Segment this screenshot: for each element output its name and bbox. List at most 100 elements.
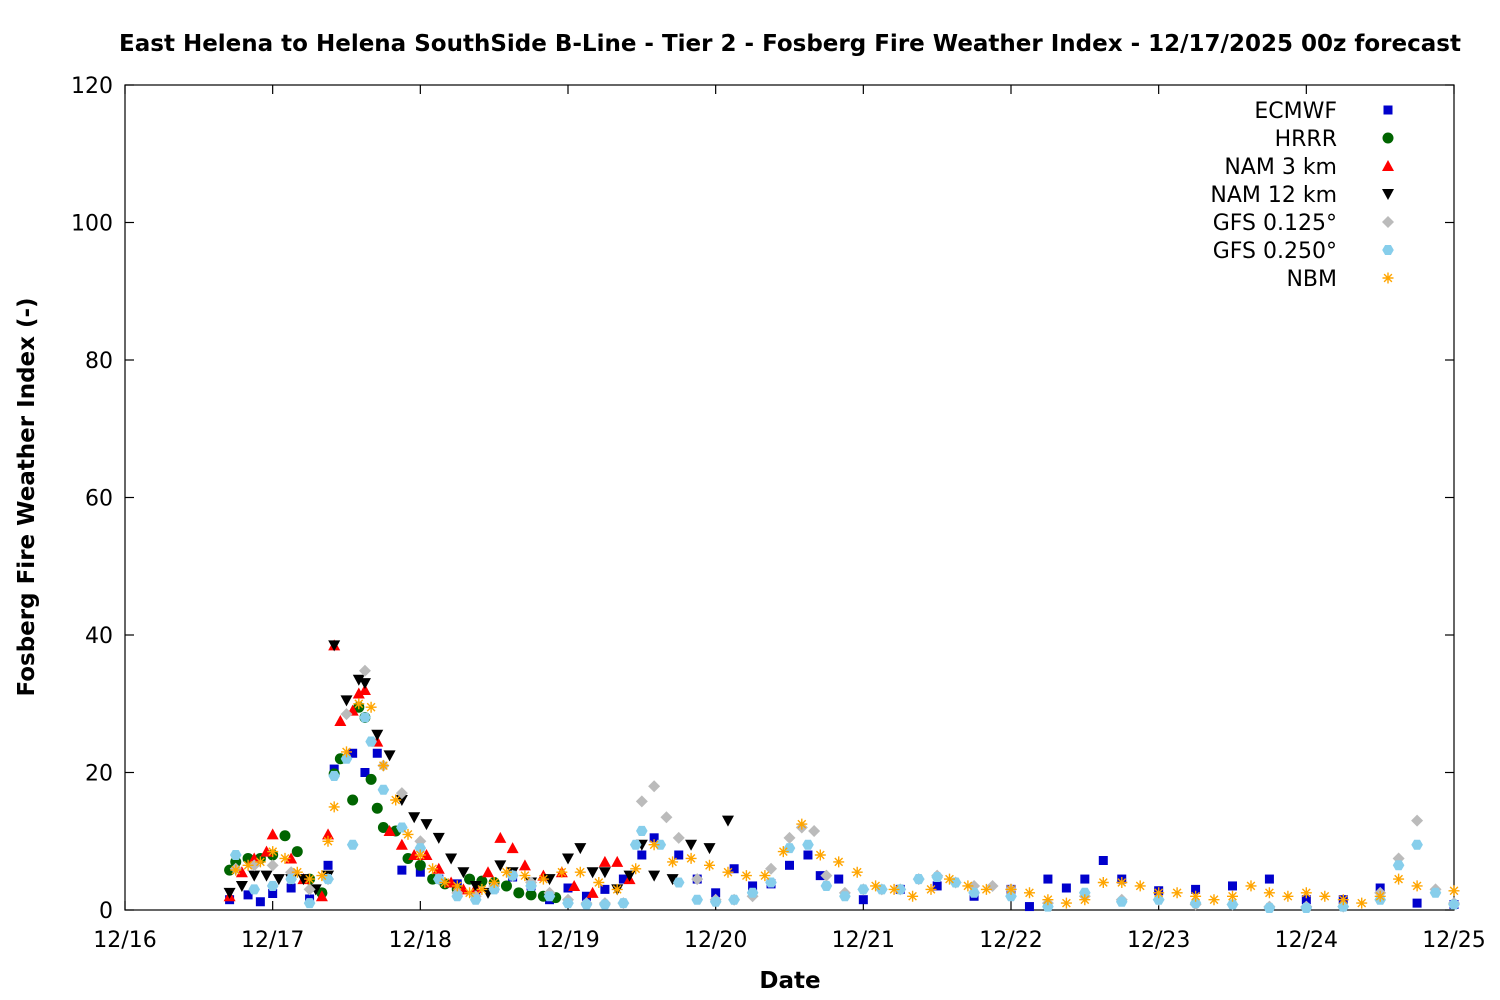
data-point-ecmwf [649, 833, 659, 843]
data-point-gfs-0-250 [433, 874, 445, 885]
data-point-nbm [1411, 880, 1423, 892]
y-axis-label: Fosberg Fire Weather Index (-) [14, 297, 40, 696]
data-point-gfs-0-250 [525, 880, 537, 891]
axis-ticks [124, 84, 1455, 911]
data-point-ecmwf [372, 748, 382, 758]
x-axis-label: Date [759, 968, 820, 994]
data-point-gfs-0-125 [986, 879, 999, 892]
data-point-gfs-0-250 [1079, 887, 1091, 898]
data-point-ecmwf [785, 860, 794, 870]
data-point-gfs-0-250 [229, 850, 242, 860]
data-point-gfs-0-250 [1152, 894, 1165, 905]
data-point-gfs-0-125 [266, 859, 279, 872]
data-point-nam-12-km [703, 843, 716, 855]
data-point-nam-12-km [445, 853, 458, 865]
data-point-gfs-0-250 [765, 877, 777, 888]
data-point-nbm [1337, 894, 1349, 906]
data-point-gfs-0-250 [931, 872, 943, 882]
data-point-gfs-0-250 [1226, 899, 1239, 910]
data-point-nbm [1282, 890, 1294, 902]
data-point-gfs-0-250 [322, 874, 334, 885]
data-point-nam-12-km [260, 870, 273, 882]
data-point-hrrr [377, 822, 389, 833]
data-point-nbm [1208, 894, 1220, 906]
data-point-ecmwf [600, 884, 610, 894]
data-point-ecmwf [323, 860, 333, 870]
x-tick-label: 12/21 [832, 928, 895, 953]
data-point-gfs-0-125 [691, 873, 704, 886]
data-point-gfs-0-250 [359, 712, 371, 723]
data-point-nbm [304, 873, 316, 885]
series-gfs-0-125 [229, 664, 1460, 913]
data-point-hrrr [500, 880, 512, 892]
data-point-gfs-0-250 [1392, 860, 1405, 871]
data-point-gfs-0-125 [660, 811, 673, 824]
data-point-nbm [888, 883, 900, 895]
data-point-gfs-0-250 [303, 898, 316, 909]
data-point-nbm [796, 818, 808, 830]
data-point-hrrr [371, 802, 383, 814]
legend-marker [1383, 105, 1393, 115]
data-point-nam-12-km [432, 832, 445, 844]
y-tick-label: 100 [71, 212, 113, 237]
x-tick-label: 12/19 [536, 928, 599, 953]
data-point-gfs-0-250 [912, 874, 925, 885]
x-tick-label: 12/22 [979, 928, 1042, 953]
plot-area-frame [124, 84, 1455, 911]
data-point-nam-12-km [223, 887, 236, 899]
data-point-nbm [316, 870, 328, 882]
data-point-gfs-0-250 [248, 884, 260, 895]
data-point-gfs-0-250 [488, 884, 500, 895]
chart-title: East Helena to Helena SouthSide B-Line -… [119, 31, 1461, 57]
legend-entry-label: ECMWF [1254, 99, 1337, 124]
x-tick-label: 12/23 [1127, 928, 1190, 953]
data-point-gfs-0-250 [876, 884, 888, 895]
data-point-gfs-0-250 [1005, 891, 1017, 902]
data-point-gfs-0-250 [709, 896, 722, 907]
data-point-gfs-0-250 [968, 887, 980, 898]
data-point-ecmwf [415, 867, 425, 877]
data-point-nbm [242, 859, 254, 871]
data-point-nam-3-km [248, 852, 261, 864]
data-point-gfs-0-250 [746, 887, 759, 898]
data-point-gfs-0-250 [1189, 898, 1202, 909]
legend-entry-label: NAM 12 km [1210, 183, 1337, 208]
data-point-nbm [611, 883, 623, 895]
data-point-nbm [907, 890, 919, 902]
x-tick-label: 12/24 [1275, 928, 1338, 953]
legend-marker [1382, 189, 1394, 200]
data-point-nam-3-km [352, 687, 365, 699]
data-point-nam-3-km [506, 842, 519, 854]
data-point-nbm [1190, 890, 1202, 902]
data-point-nam-12-km [371, 729, 384, 741]
data-point-nbm [1300, 887, 1312, 899]
data-point-gfs-0-250 [365, 736, 377, 747]
data-point-gfs-0-250 [636, 825, 648, 836]
data-point-gfs-0-250 [506, 870, 519, 881]
data-point-gfs-0-125 [1411, 814, 1424, 827]
data-point-nam-3-km [315, 890, 328, 902]
data-point-gfs-0-125 [783, 831, 796, 844]
series-gfs-0-250 [229, 712, 1460, 913]
data-point-gfs-0-250 [285, 874, 297, 885]
data-point-ecmwf [1301, 895, 1311, 905]
y-tick-label: 0 [99, 899, 113, 924]
data-point-nbm [1024, 887, 1035, 899]
data-point-nbm [402, 828, 414, 840]
data-point-nbm [1079, 894, 1091, 906]
data-point-nbm [833, 856, 845, 868]
data-point-nbm [1356, 897, 1368, 909]
data-point-nbm [851, 866, 863, 878]
data-point-nbm [230, 864, 242, 876]
data-point-nbm [291, 866, 303, 878]
data-point-nam-12-km [358, 678, 371, 690]
data-point-ecmwf [1228, 881, 1237, 891]
data-point-gfs-0-250 [1337, 901, 1349, 912]
data-point-hrrr [291, 846, 303, 858]
data-point-nam-12-km [586, 867, 599, 879]
data-point-gfs-0-250 [629, 839, 642, 850]
data-point-hrrr [347, 794, 359, 806]
data-point-nam-3-km [334, 714, 347, 726]
data-point-nam-12-km [666, 874, 679, 886]
data-point-nbm [328, 801, 340, 813]
